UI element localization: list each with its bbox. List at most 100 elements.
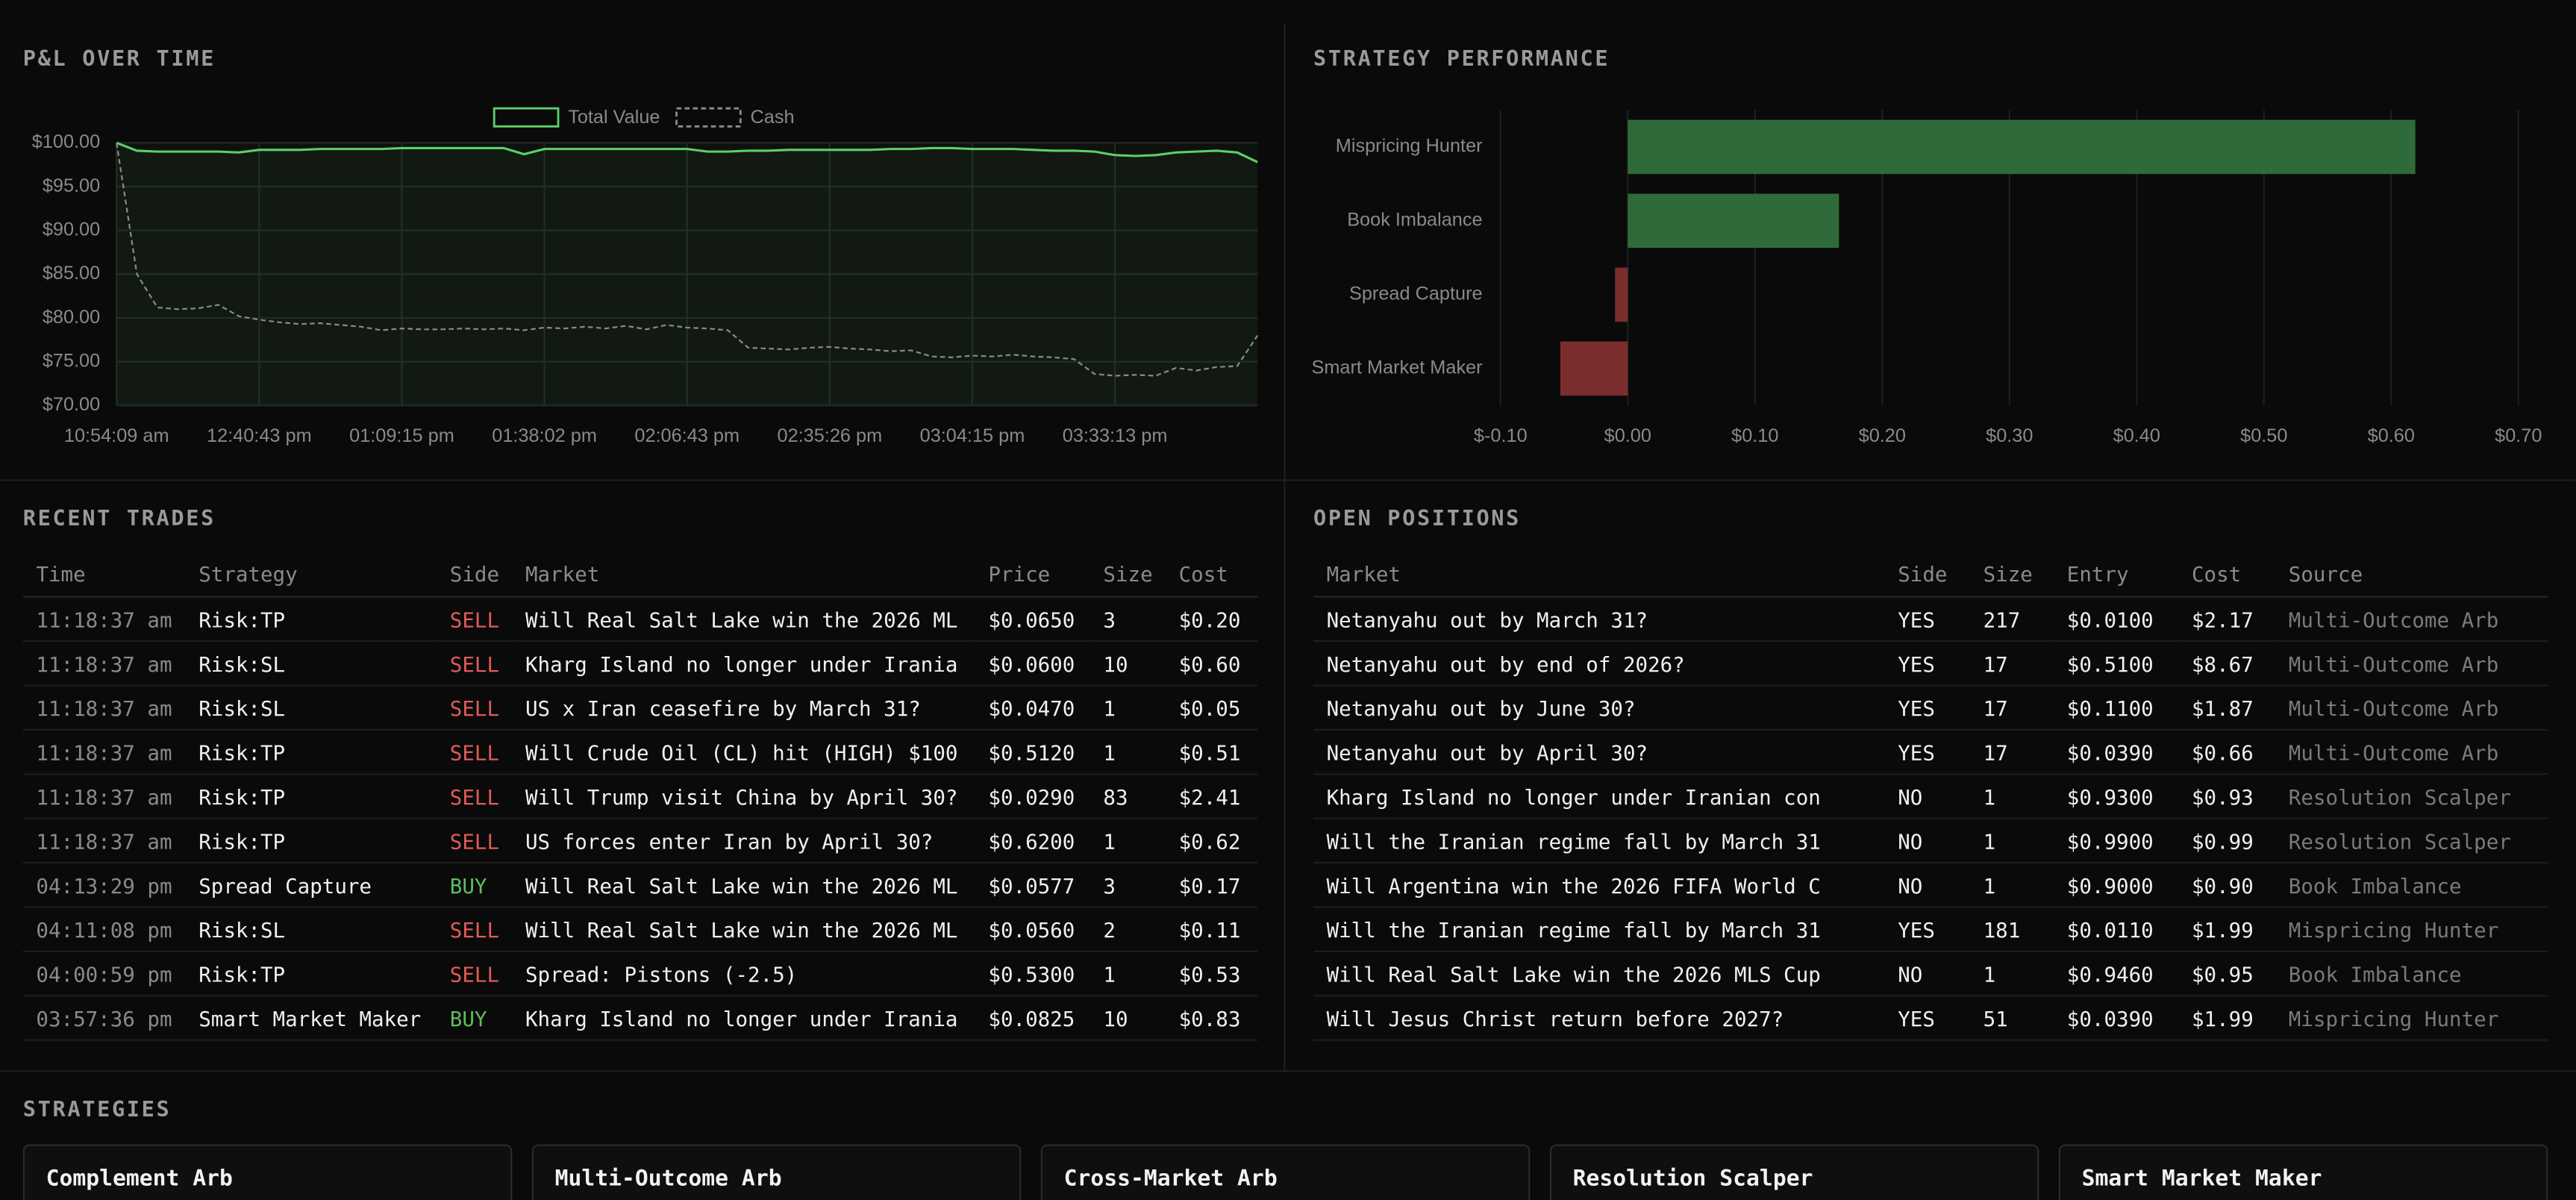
cell: Resolution Scalper: [2275, 774, 2548, 819]
cell: Risk:SL: [185, 907, 437, 953]
cell: $0.0110: [2054, 907, 2179, 953]
cell: $0.0560: [975, 907, 1090, 953]
cell: Smart Market Maker: [185, 996, 437, 1041]
cell: 11:18:37 am: [22, 596, 186, 643]
cell: $0.93: [2178, 774, 2276, 819]
strategy-card: Smart Market Maker: [2058, 1144, 2548, 1200]
y-tick-label: $100.00: [32, 131, 100, 152]
cell: 3: [1090, 596, 1166, 643]
cell: $0.95: [2178, 951, 2276, 997]
column-header: Size: [1090, 551, 1166, 598]
table-row: Will Real Salt Lake win the 2026 MLS Cup…: [1313, 951, 2548, 997]
cell: $0.5120: [975, 729, 1090, 775]
table-row: 11:18:37 am Risk:SL SELL Kharg Island no lo…: [22, 641, 1258, 687]
cell: SELL: [437, 907, 513, 953]
x-tick-label: 10:54:09 am: [64, 425, 169, 446]
column-header: Price: [975, 551, 1090, 598]
bar: [1628, 193, 1839, 249]
cell: 1: [1090, 818, 1166, 864]
cell: 11:18:37 am: [22, 685, 186, 731]
table-row: 11:18:37 am Risk:TP SELL Will Trump visit C…: [22, 774, 1258, 819]
table-row: Netanyahu out by June 30? YES 17 $0.1100 $1.…: [1313, 685, 2548, 731]
cell: $0.5100: [2054, 641, 2179, 687]
x-tick-label: $-0.10: [1474, 425, 1528, 446]
cell: YES: [1884, 685, 1970, 731]
card-title: Smart Market Maker: [2081, 1166, 2322, 1193]
y-tick-label: Book Imbalance: [1347, 210, 1482, 231]
cell: SELL: [437, 685, 513, 731]
cell: $0.20: [1166, 596, 1258, 643]
table-row: Will Jesus Christ return before 2027? YES…: [1313, 996, 2548, 1041]
strategy-card: Cross-Market Arb: [1040, 1144, 1531, 1200]
cell: Will Real Salt Lake win the 2026 MLS Cup: [1313, 951, 1885, 997]
cell: $0.90: [2178, 863, 2276, 908]
cell: $0.0390: [2054, 729, 2179, 775]
cell: NO: [1884, 863, 1970, 908]
cell: 1: [1090, 729, 1166, 775]
cell: YES: [1884, 641, 1970, 687]
cell: Will Real Salt Lake win the 2026 ML: [512, 596, 975, 643]
cell: $2.41: [1166, 774, 1258, 819]
table-row: 11:18:37 am Risk:SL SELL US x Iran ceasefir…: [22, 685, 1258, 731]
cell: $1.99: [2178, 996, 2276, 1041]
cell: $0.62: [1166, 818, 1258, 864]
cell: BUY: [437, 863, 513, 908]
cell: $0.9460: [2054, 951, 2179, 997]
header-row: Market Side Size Entry Cost Source: [1313, 551, 2548, 598]
y-tick-label: $95.00: [43, 175, 100, 196]
cell: BUY: [437, 996, 513, 1041]
cell: Book Imbalance: [2275, 951, 2548, 997]
x-tick-label: $0.40: [2113, 425, 2160, 446]
table-row: 04:11:08 pm Risk:SL SELL Will Real Salt Lak…: [22, 907, 1258, 953]
x-tick-label: 01:38:02 pm: [492, 425, 597, 446]
cell: 11:18:37 am: [22, 774, 186, 819]
column-header: Source: [2275, 551, 2548, 598]
trades-table: Time Strategy Side Market Price Size Cost 11:18…: [22, 551, 1258, 1041]
table-row: 11:18:37 am Risk:TP SELL Will Crude Oil (CL…: [22, 729, 1258, 775]
cell: 11:18:37 am: [22, 729, 186, 775]
column-header: Size: [1970, 551, 2054, 598]
x-tick-label: 01:09:15 pm: [349, 425, 454, 446]
bar: [1560, 341, 1628, 396]
table-row: 11:18:37 am Risk:TP SELL US forces enter Ir…: [22, 818, 1258, 864]
cell: $0.66: [2178, 729, 2276, 775]
cell: 17: [1970, 641, 2054, 687]
card-title: Multi-Outcome Arb: [554, 1166, 782, 1193]
cell: Kharg Island no longer under Irania: [512, 996, 975, 1041]
cell: 1: [1970, 774, 2054, 819]
cell: US x Iran ceasefire by March 31?: [512, 685, 975, 731]
cell: US forces enter Iran by April 30?: [512, 818, 975, 864]
cell: Will Jesus Christ return before 2027?: [1313, 996, 1885, 1041]
cell: Will Trump visit China by April 30?: [512, 774, 975, 819]
cell: Risk:SL: [185, 641, 437, 687]
cell: Risk:SL: [185, 685, 437, 731]
cell: NO: [1884, 774, 1970, 819]
cell: Netanyahu out by April 30?: [1313, 729, 1885, 775]
column-header: Side: [1884, 551, 1970, 598]
card-title: Cross-Market Arb: [1063, 1166, 1278, 1193]
cell: 1: [1970, 863, 2054, 908]
cell: Resolution Scalper: [2275, 818, 2548, 864]
column-header: Time: [22, 551, 186, 598]
header-row: Time Strategy Side Market Price Size Cost: [22, 551, 1258, 598]
y-tick-label: Spread Capture: [1349, 284, 1483, 304]
cell: 1: [1970, 818, 2054, 864]
cell: Spread Capture: [185, 863, 437, 908]
cell: Multi-Outcome Arb: [2275, 641, 2548, 687]
column-header: Cost: [1166, 551, 1258, 598]
cell: $0.9000: [2054, 863, 2179, 908]
x-tick-label: $0.60: [2368, 425, 2415, 446]
positions-table: Market Side Size Entry Cost Source Netanyahu o…: [1313, 551, 2548, 1041]
cell: 217: [1970, 596, 2054, 643]
divider: [1284, 22, 1286, 1071]
cell: 83: [1090, 774, 1166, 819]
cell: Multi-Outcome Arb: [2275, 729, 2548, 775]
cell: 10: [1090, 996, 1166, 1041]
cell: $2.17: [2178, 596, 2276, 643]
x-tick-label: 02:06:43 pm: [634, 425, 740, 446]
cell: Multi-Outcome Arb: [2275, 596, 2548, 643]
cell: 3: [1090, 863, 1166, 908]
cell: 03:57:36 pm: [22, 996, 186, 1041]
cell: $0.05: [1166, 685, 1258, 731]
cell: 2: [1090, 907, 1166, 953]
